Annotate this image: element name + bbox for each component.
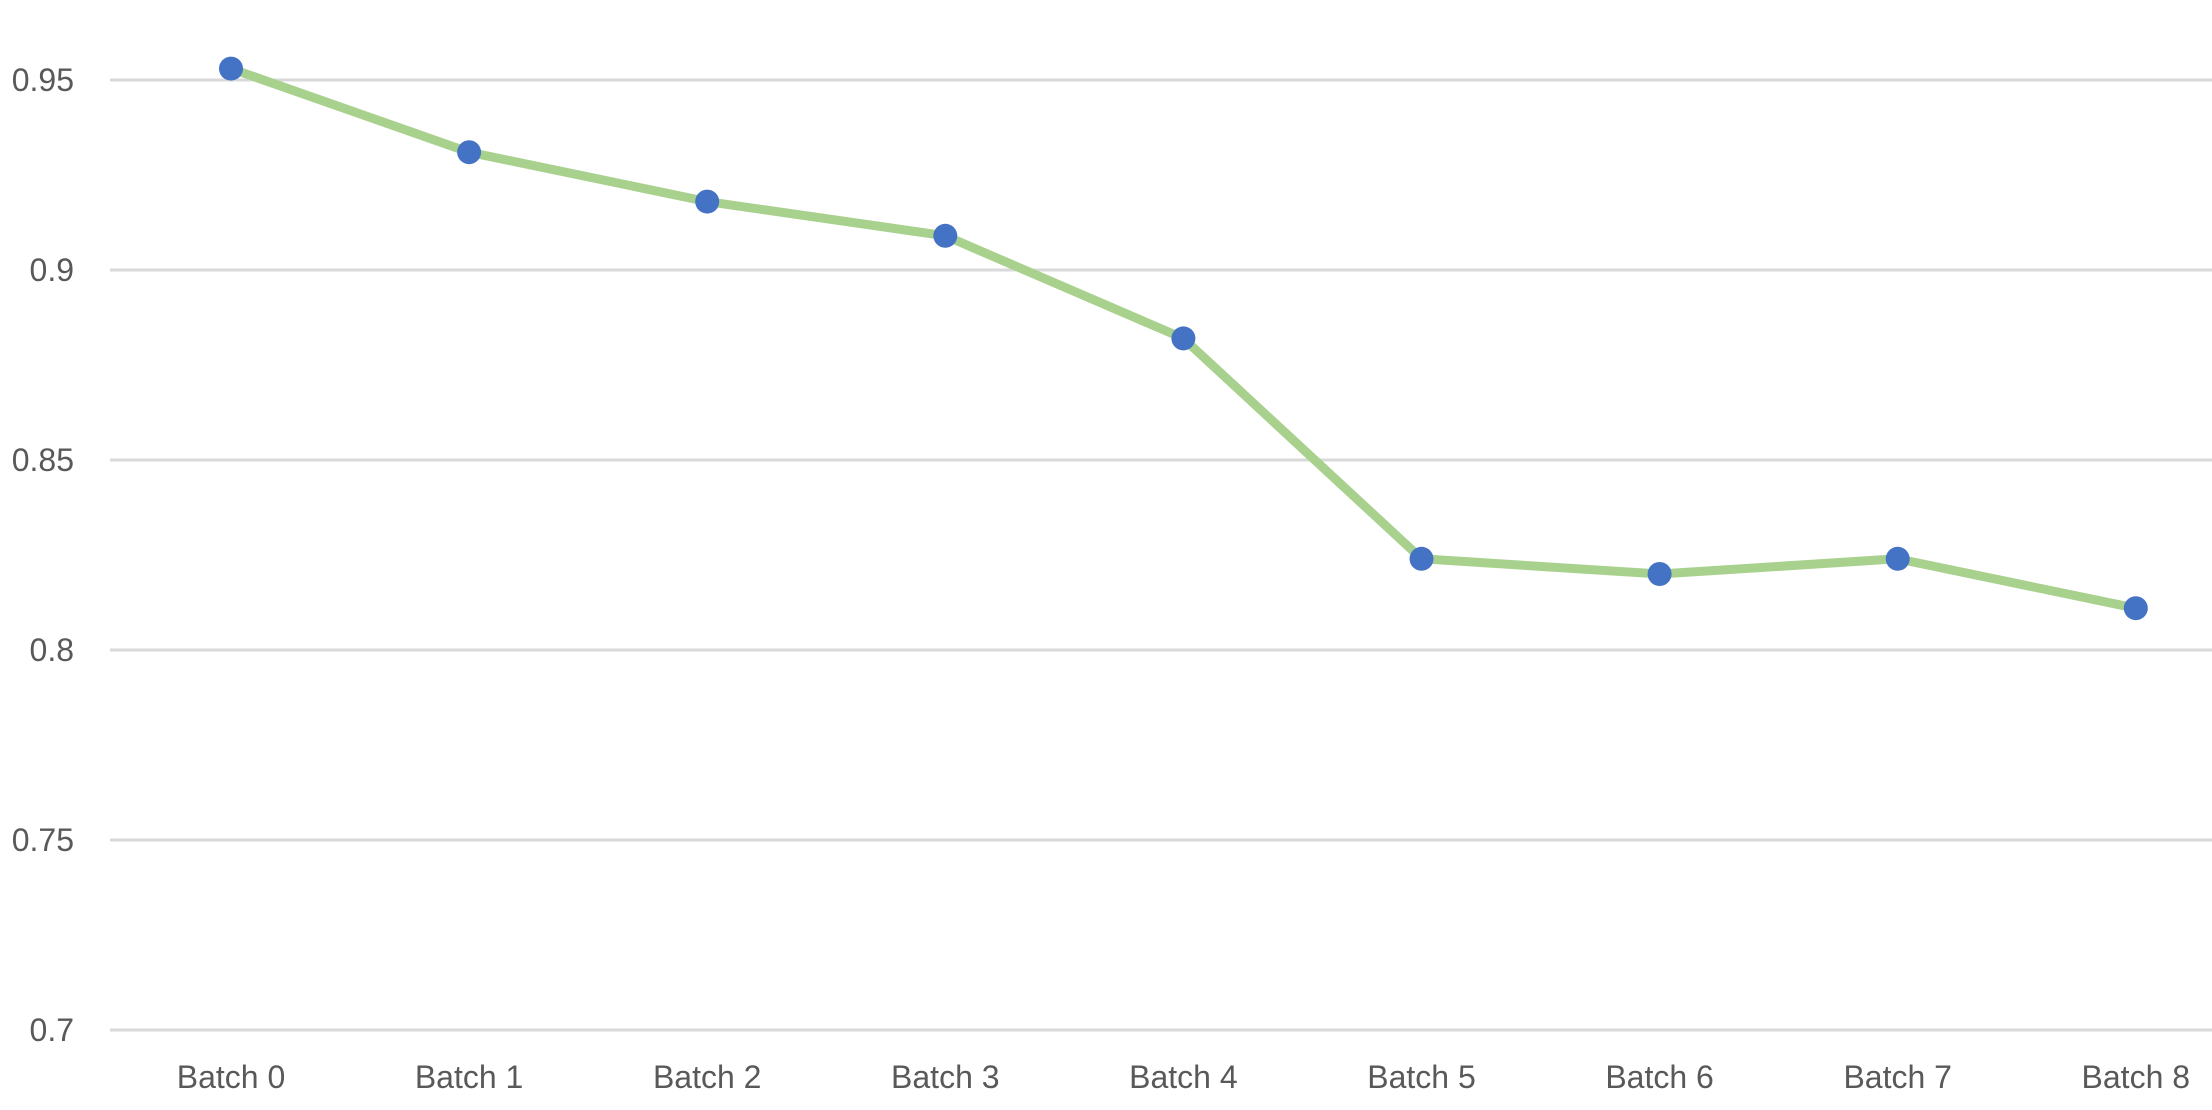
x-tick-label: Batch 6 (1605, 1059, 1714, 1095)
y-tick-label: 0.9 (30, 252, 74, 288)
y-axis-tick-labels: 0.7 0.75 0.8 0.85 0.9 0.95 (12, 62, 74, 1048)
gridlines (110, 78, 2212, 1032)
x-tick-label: Batch 0 (177, 1059, 286, 1095)
data-point (1647, 562, 1672, 586)
x-tick-label: Batch 7 (1843, 1059, 1952, 1095)
data-point (695, 189, 720, 214)
x-tick-label: Batch 8 (2082, 1059, 2191, 1095)
y-tick-label: 0.85 (12, 442, 74, 478)
data-point (1171, 326, 1196, 351)
y-tick-label: 0.8 (30, 632, 74, 668)
x-tick-label: Batch 5 (1367, 1059, 1476, 1095)
data-point (1885, 546, 1910, 571)
x-tick-label: Batch 2 (653, 1059, 762, 1095)
x-tick-label: Batch 4 (1129, 1059, 1238, 1095)
data-point (457, 140, 482, 165)
series-group (219, 56, 2148, 621)
data-point (1409, 546, 1434, 571)
data-point (219, 56, 243, 81)
y-tick-label: 0.7 (30, 1012, 74, 1048)
x-axis-tick-labels: Batch 0 Batch 1 Batch 2 Batch 3 Batch 4 Batch… (177, 1059, 2190, 1095)
data-point (2123, 596, 2148, 621)
data-point (933, 223, 958, 248)
x-tick-label: Batch 1 (415, 1059, 524, 1095)
y-tick-label: 0.75 (12, 822, 74, 858)
x-tick-label: Batch 3 (891, 1059, 1000, 1095)
y-tick-label: 0.95 (12, 62, 74, 98)
